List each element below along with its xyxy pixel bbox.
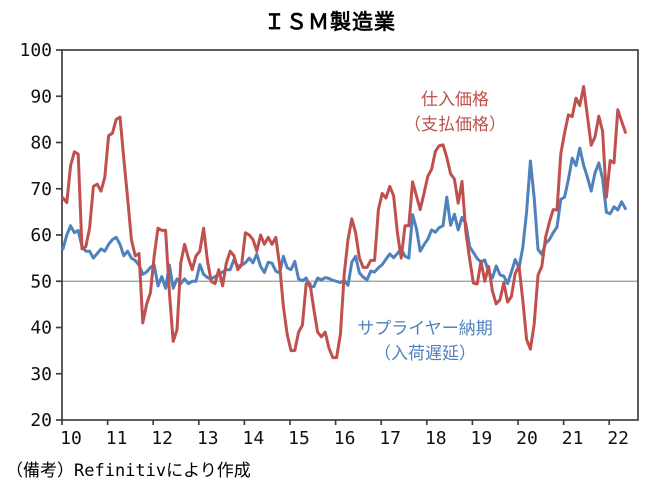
y-tick-label: 80 [30, 133, 52, 154]
supplier-deliveries-label: サプライヤー納期 （入荷遅延） [315, 317, 535, 367]
y-tick-label: 70 [30, 179, 52, 200]
x-tick-label: 22 [607, 428, 629, 449]
x-tick-label: 13 [197, 428, 219, 449]
x-tick-label: 11 [106, 428, 128, 449]
y-tick-label: 90 [30, 86, 52, 107]
prices-paid-label-line2: （支払価格） [404, 115, 506, 135]
x-tick-label: 21 [562, 428, 584, 449]
chart-title: ＩＳＭ製造業 [264, 10, 396, 34]
source-note: （備考）Refinitivにより作成 [6, 461, 251, 481]
x-tick-label: 20 [516, 428, 538, 449]
x-tick-label: 16 [334, 428, 356, 449]
x-tick-label: 18 [425, 428, 447, 449]
x-tick-label: 15 [288, 428, 310, 449]
y-tick-label: 30 [30, 364, 52, 385]
prices-paid-label-line1: 仕入価格 [421, 90, 489, 110]
x-tick-label: 19 [471, 428, 493, 449]
prices-paid-label: 仕入価格 （支払価格） [345, 88, 565, 138]
x-tick-label: 17 [379, 428, 401, 449]
y-tick-label: 50 [30, 271, 52, 292]
y-tick-label: 20 [30, 410, 52, 431]
y-tick-label: 60 [30, 225, 52, 246]
y-tick-label: 40 [30, 318, 52, 339]
prices-paid-line [61, 85, 627, 360]
supplier-deliveries-label-line1: サプライヤー納期 [357, 319, 493, 339]
y-tick-label: 100 [19, 40, 52, 61]
x-tick-label: 12 [151, 428, 173, 449]
supplier-deliveries-label-line2: （入荷遅延） [374, 344, 476, 364]
x-tick-label: 14 [243, 428, 265, 449]
x-tick-label: 10 [60, 428, 82, 449]
